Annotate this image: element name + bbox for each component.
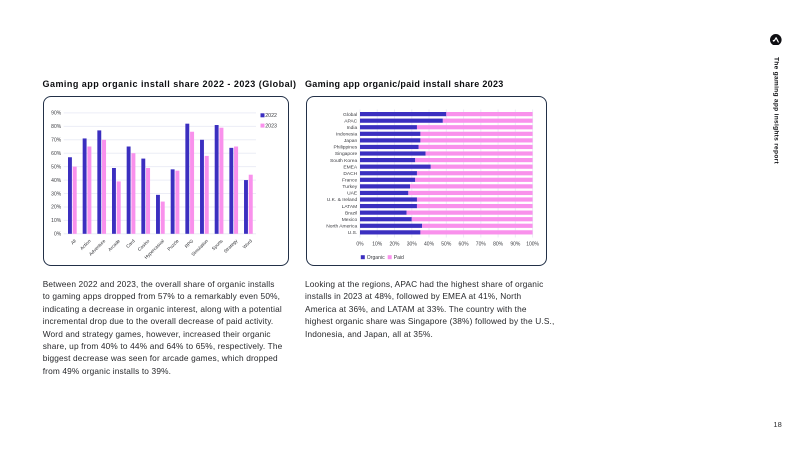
svg-text:Strategy: Strategy [223, 237, 239, 253]
svg-text:RPG: RPG [184, 238, 195, 249]
svg-text:Puzzle: Puzzle [166, 238, 180, 252]
svg-text:2023: 2023 [265, 123, 277, 129]
svg-text:90%: 90% [510, 241, 521, 247]
svg-text:Action: Action [79, 238, 92, 251]
svg-text:30%: 30% [51, 191, 62, 197]
svg-text:Arcade: Arcade [107, 238, 121, 252]
svg-text:40%: 40% [424, 241, 435, 247]
svg-text:90%: 90% [51, 110, 62, 116]
svg-text:60%: 60% [51, 151, 62, 157]
svg-text:40%: 40% [51, 177, 62, 183]
svg-text:20%: 20% [390, 241, 401, 247]
svg-text:France: France [342, 177, 358, 183]
svg-text:All: All [70, 238, 77, 245]
svg-text:70%: 70% [476, 241, 487, 247]
svg-text:Word: Word [242, 238, 254, 250]
svg-text:EMEA: EMEA [343, 164, 358, 170]
svg-text:20%: 20% [51, 204, 62, 210]
svg-text:70%: 70% [51, 137, 62, 143]
svg-text:India: India [347, 124, 358, 130]
svg-text:50%: 50% [441, 241, 452, 247]
svg-text:80%: 80% [493, 241, 504, 247]
svg-text:0%: 0% [54, 231, 62, 237]
svg-text:0%: 0% [356, 241, 364, 247]
svg-text:South Korea: South Korea [330, 157, 357, 163]
svg-text:Singapore: Singapore [335, 151, 358, 157]
svg-text:U.K. & Ireland: U.K. & Ireland [327, 197, 358, 203]
svg-text:2022: 2022 [265, 113, 277, 119]
svg-text:50%: 50% [51, 164, 62, 170]
svg-text:10%: 10% [372, 241, 383, 247]
svg-text:Indonesia: Indonesia [336, 131, 357, 137]
svg-text:Paid: Paid [394, 255, 404, 261]
svg-text:DACH: DACH [343, 170, 357, 176]
svg-text:Japan: Japan [344, 138, 358, 144]
svg-text:APAC: APAC [344, 118, 357, 124]
svg-text:Mexico: Mexico [342, 216, 358, 222]
svg-text:10%: 10% [51, 218, 62, 224]
svg-text:U.S.: U.S. [348, 230, 358, 236]
svg-text:Brazil: Brazil [345, 210, 357, 216]
svg-text:Turkey: Turkey [342, 184, 357, 190]
svg-text:Adventure: Adventure [88, 238, 107, 257]
svg-text:Sports: Sports [211, 237, 224, 250]
svg-text:30%: 30% [407, 241, 418, 247]
svg-text:Organic: Organic [367, 255, 385, 261]
svg-text:UAE: UAE [347, 190, 358, 196]
svg-text:North America: North America [326, 223, 357, 229]
svg-text:Card: Card [125, 238, 136, 249]
svg-text:80%: 80% [51, 124, 62, 130]
svg-text:LATAM: LATAM [342, 203, 358, 209]
svg-text:60%: 60% [459, 241, 470, 247]
svg-text:Philippines: Philippines [334, 144, 358, 150]
svg-text:100%: 100% [526, 241, 539, 247]
svg-text:Global: Global [343, 111, 357, 117]
